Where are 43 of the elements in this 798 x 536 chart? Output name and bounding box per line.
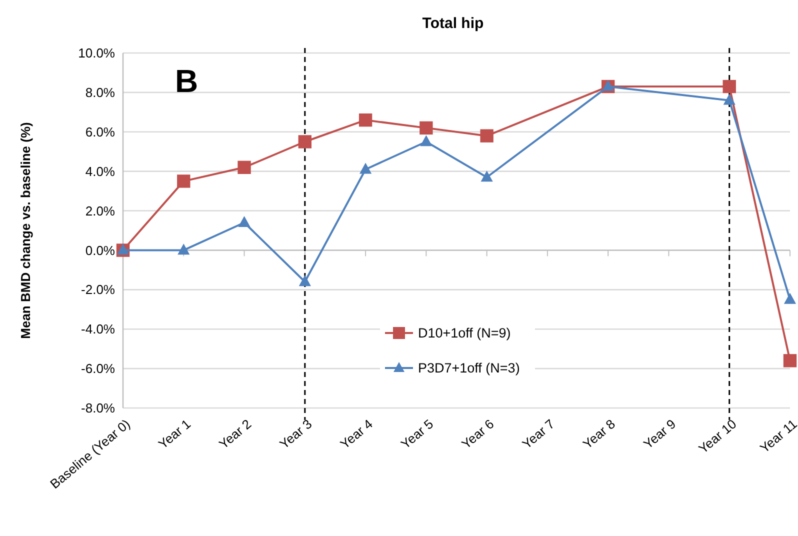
y-axis-title: Mean BMD change vs. baseline (%)	[18, 122, 33, 339]
x-tick-label: Year 4	[337, 416, 376, 452]
point	[602, 80, 614, 91]
x-tick-label: Year 5	[398, 416, 436, 452]
point	[358, 113, 372, 127]
point	[178, 244, 190, 255]
point	[420, 135, 432, 146]
point	[784, 292, 796, 304]
x-tick-label: Year 9	[640, 416, 679, 452]
point	[723, 94, 736, 105]
y-tick-label: -6.0%	[81, 361, 116, 376]
x-tick-label: Year 7	[519, 416, 558, 452]
chart-title: Total hip	[422, 15, 484, 32]
point	[298, 275, 311, 286]
legend-label: P3D7+1off (N=3)	[418, 360, 520, 376]
x-tick-label: Year 3	[276, 416, 315, 452]
y-tick-label: 6.0%	[85, 124, 116, 140]
point	[420, 121, 433, 135]
point	[722, 80, 736, 94]
annotation: B	[175, 63, 198, 99]
y-tick-label: -2.0%	[81, 282, 116, 298]
x-tick-label: Year 10	[696, 416, 740, 456]
point	[298, 135, 312, 148]
point	[238, 160, 251, 174]
y-tick-label: 10.0%	[78, 46, 116, 61]
point	[238, 216, 250, 228]
point	[480, 129, 494, 142]
y-tick-label: 2.0%	[85, 203, 116, 218]
y-tick-label: 8.0%	[85, 84, 116, 100]
x-tick-label: Year 1	[155, 416, 194, 452]
x-tick-label: Year 6	[458, 416, 497, 452]
point	[480, 170, 493, 182]
point	[177, 174, 190, 188]
legend-label: D10+1off (N=9)	[418, 326, 511, 341]
x-tick-label: Year 2	[216, 416, 254, 452]
y-tick-label: 4.0%	[85, 164, 116, 179]
y-tick-label: -4.0%	[81, 322, 116, 337]
y-tick-label: 0.0%	[85, 242, 116, 258]
x-tick-label: Year 8	[580, 416, 618, 452]
point	[359, 162, 372, 174]
x-tick-label: Year 11	[756, 416, 798, 456]
y-tick-label: -8.0%	[81, 400, 116, 416]
point	[783, 354, 797, 368]
